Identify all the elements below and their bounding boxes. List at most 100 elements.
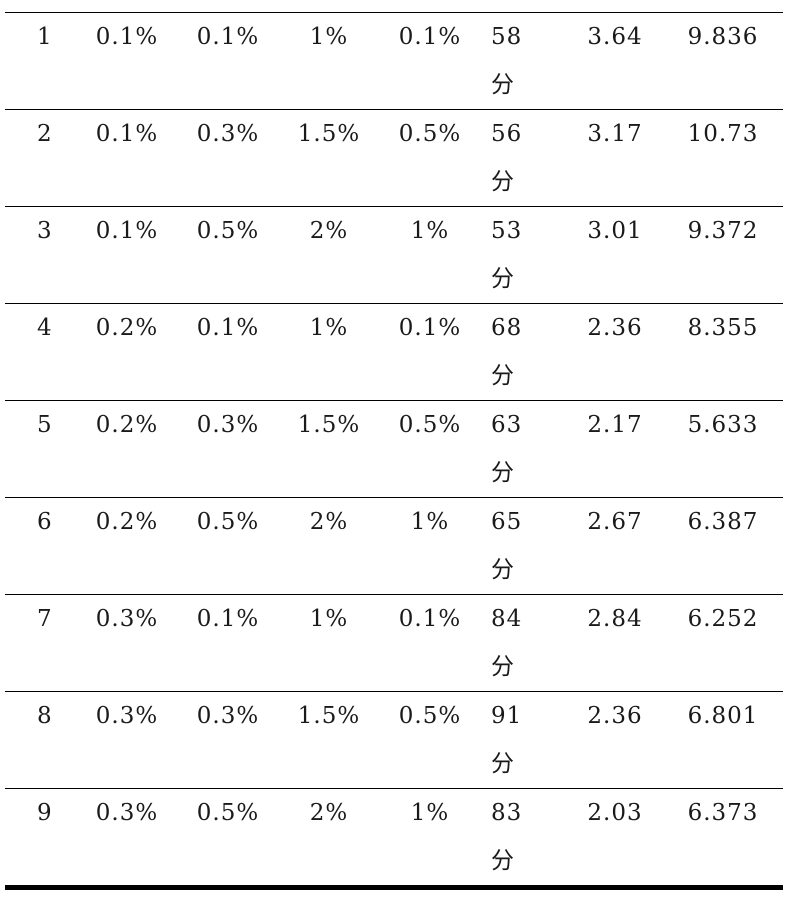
cell-factor-a: 0.1% [77,109,177,207]
cell-result-f: 6.252 [663,594,783,692]
table-row: 6 0.2% 0.5% 2% 1% 65 分 2.67 6.387 [5,497,783,595]
cell-factor-c: 1.5% [279,400,379,498]
time-unit: 分 [491,169,515,195]
cell-factor-d: 0.1% [379,594,481,692]
time-unit: 分 [491,751,515,777]
cell-time: 65 分 [481,497,567,595]
cell-factor-a: 0.3% [77,788,177,890]
time-value: 83 [491,800,523,826]
cell-factor-b: 0.5% [177,788,279,890]
cell-factor-b: 0.3% [177,691,279,789]
cell-factor-d: 0.5% [379,109,481,207]
table-row: 4 0.2% 0.1% 1% 0.1% 68 分 2.36 8.355 [5,303,783,401]
cell-result-e: 2.03 [567,788,663,890]
cell-factor-d: 0.5% [379,400,481,498]
cell-factor-c: 2% [279,206,379,304]
table-row: 7 0.3% 0.1% 1% 0.1% 84 分 2.84 6.252 [5,594,783,692]
cell-result-e: 2.36 [567,691,663,789]
cell-time: 63 分 [481,400,567,498]
cell-run-number: 2 [5,109,77,207]
cell-result-e: 3.01 [567,206,663,304]
cell-time: 68 分 [481,303,567,401]
cell-factor-d: 0.5% [379,691,481,789]
cell-factor-c: 1% [279,303,379,401]
cell-run-number: 1 [5,12,77,110]
cell-time: 91 分 [481,691,567,789]
time-value: 65 [491,509,523,535]
cell-result-f: 10.73 [663,109,783,207]
table-row: 2 0.1% 0.3% 1.5% 0.5% 56 分 3.17 10.73 [5,109,783,207]
cell-run-number: 5 [5,400,77,498]
cell-result-e: 2.84 [567,594,663,692]
cell-result-f: 9.836 [663,12,783,110]
time-unit: 分 [491,654,515,680]
time-unit: 分 [491,460,515,486]
cell-factor-c: 1% [279,594,379,692]
cell-time: 84 分 [481,594,567,692]
cell-factor-b: 0.1% [177,303,279,401]
cell-result-e: 3.17 [567,109,663,207]
experiment-table: 1 0.1% 0.1% 1% 0.1% 58 分 3.64 9.836 2 0.… [5,12,783,890]
cell-factor-c: 1.5% [279,691,379,789]
cell-result-f: 6.801 [663,691,783,789]
time-value: 63 [491,412,523,438]
time-value: 84 [491,606,523,632]
cell-result-e: 3.64 [567,12,663,110]
cell-result-f: 9.372 [663,206,783,304]
time-unit: 分 [491,363,515,389]
table-row: 1 0.1% 0.1% 1% 0.1% 58 分 3.64 9.836 [5,12,783,110]
cell-factor-b: 0.5% [177,497,279,595]
cell-factor-d: 1% [379,497,481,595]
cell-run-number: 8 [5,691,77,789]
cell-result-f: 8.355 [663,303,783,401]
cell-factor-a: 0.2% [77,497,177,595]
cell-factor-c: 2% [279,788,379,890]
time-value: 58 [491,24,523,50]
cell-factor-d: 0.1% [379,303,481,401]
time-value: 53 [491,218,523,244]
cell-result-e: 2.36 [567,303,663,401]
table-row: 3 0.1% 0.5% 2% 1% 53 分 3.01 9.372 [5,206,783,304]
cell-run-number: 9 [5,788,77,890]
cell-factor-b: 0.1% [177,12,279,110]
cell-factor-d: 1% [379,206,481,304]
cell-time: 83 分 [481,788,567,890]
cell-time: 56 分 [481,109,567,207]
time-value: 56 [491,121,523,147]
time-value: 91 [491,703,523,729]
time-value: 68 [491,315,523,341]
cell-factor-a: 0.2% [77,303,177,401]
cell-factor-c: 2% [279,497,379,595]
cell-run-number: 3 [5,206,77,304]
cell-factor-a: 0.3% [77,691,177,789]
cell-factor-d: 0.1% [379,12,481,110]
cell-run-number: 4 [5,303,77,401]
cell-factor-c: 1.5% [279,109,379,207]
cell-result-f: 6.387 [663,497,783,595]
cell-run-number: 7 [5,594,77,692]
cell-factor-a: 0.1% [77,206,177,304]
time-unit: 分 [491,72,515,98]
cell-result-f: 5.633 [663,400,783,498]
cell-factor-b: 0.3% [177,400,279,498]
cell-factor-d: 1% [379,788,481,890]
table-row: 8 0.3% 0.3% 1.5% 0.5% 91 分 2.36 6.801 [5,691,783,789]
cell-result-f: 6.373 [663,788,783,890]
cell-time: 58 分 [481,12,567,110]
cell-run-number: 6 [5,497,77,595]
time-unit: 分 [491,557,515,583]
cell-factor-b: 0.1% [177,594,279,692]
cell-factor-a: 0.1% [77,12,177,110]
table-row: 9 0.3% 0.5% 2% 1% 83 分 2.03 6.373 [5,788,783,890]
cell-factor-a: 0.3% [77,594,177,692]
cell-result-e: 2.17 [567,400,663,498]
time-unit: 分 [491,266,515,292]
cell-factor-b: 0.3% [177,109,279,207]
cell-factor-c: 1% [279,12,379,110]
table-body: 1 0.1% 0.1% 1% 0.1% 58 分 3.64 9.836 2 0.… [5,12,783,890]
cell-time: 53 分 [481,206,567,304]
time-unit: 分 [491,848,515,874]
table-row: 5 0.2% 0.3% 1.5% 0.5% 63 分 2.17 5.633 [5,400,783,498]
cell-factor-a: 0.2% [77,400,177,498]
cell-factor-b: 0.5% [177,206,279,304]
